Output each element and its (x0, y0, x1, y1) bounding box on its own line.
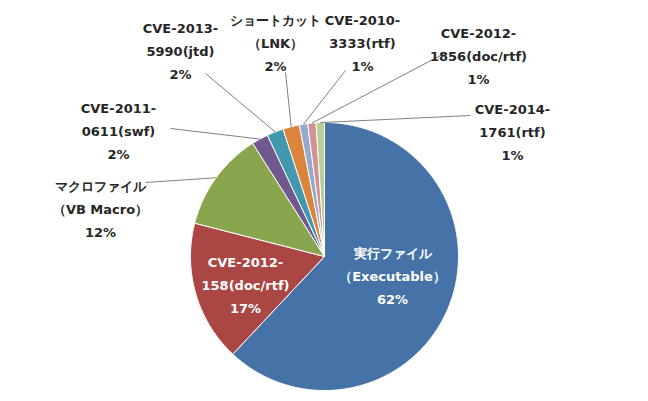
svg-text:CVE-2013-5990(jtd)2%: CVE-2013-5990(jtd)2% (143, 21, 218, 83)
svg-text:マクロファイル（VB Macro）12%: マクロファイル（VB Macro）12% (53, 179, 148, 241)
svg-text:CVE-2012-158(doc/rtf)17%: CVE-2012-158(doc/rtf)17% (202, 255, 290, 317)
svg-text:CVE-2010-3333(rtf)1%: CVE-2010-3333(rtf)1% (325, 13, 400, 75)
svg-text:CVE-2012-1856(doc/rtf)1%: CVE-2012-1856(doc/rtf)1% (430, 26, 527, 88)
svg-text:ショートカット（LNK）2%: ショートカット（LNK）2% (230, 13, 321, 75)
svg-text:CVE-2014-1761(rtf)1%: CVE-2014-1761(rtf)1% (475, 102, 550, 164)
svg-text:CVE-2011-0611(swf)2%: CVE-2011-0611(swf)2% (81, 101, 156, 163)
svg-text:実行ファイル（Executable）62%: 実行ファイル（Executable）62% (339, 246, 446, 308)
